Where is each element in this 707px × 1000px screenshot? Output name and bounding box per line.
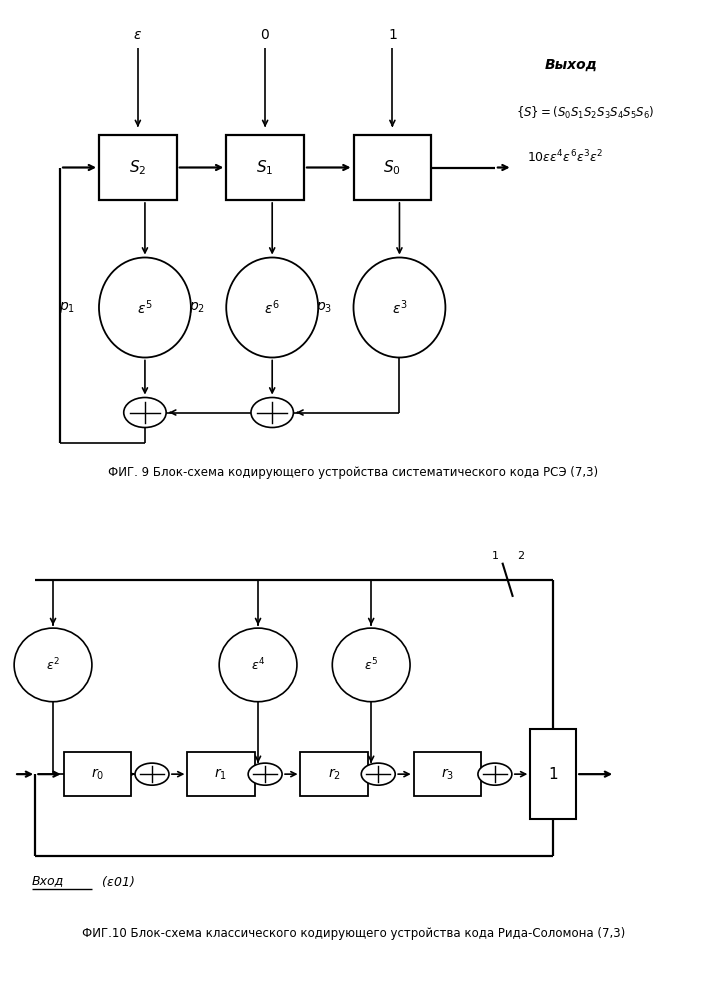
Bar bbox=[226, 135, 304, 200]
Ellipse shape bbox=[332, 628, 410, 702]
Circle shape bbox=[251, 397, 293, 428]
Text: Выход: Выход bbox=[544, 58, 597, 72]
Text: $S_0$: $S_0$ bbox=[383, 158, 402, 177]
Bar bbox=[64, 752, 131, 796]
Text: $0$: $0$ bbox=[260, 28, 270, 42]
Text: $S_2$: $S_2$ bbox=[129, 158, 146, 177]
Text: ФИГ.10 Блок-схема классического кодирующего устройства кода Рида-Соломона (7,3): ФИГ.10 Блок-схема классического кодирующ… bbox=[82, 928, 625, 940]
Text: Вход: Вход bbox=[32, 875, 64, 888]
Ellipse shape bbox=[14, 628, 92, 702]
Text: 2: 2 bbox=[517, 551, 524, 561]
Circle shape bbox=[361, 763, 395, 785]
Text: $\varepsilon^2$: $\varepsilon^2$ bbox=[46, 657, 60, 673]
Ellipse shape bbox=[219, 628, 297, 702]
Text: $1$: $1$ bbox=[387, 28, 397, 42]
Bar bbox=[187, 752, 255, 796]
Text: $p_1$: $p_1$ bbox=[59, 300, 75, 315]
Text: $r_0$: $r_0$ bbox=[90, 766, 104, 782]
Text: $\varepsilon^4$: $\varepsilon^4$ bbox=[251, 657, 265, 673]
Text: $r_1$: $r_1$ bbox=[214, 766, 228, 782]
Text: $r_2$: $r_2$ bbox=[327, 766, 341, 782]
Circle shape bbox=[478, 763, 512, 785]
Text: $r_3$: $r_3$ bbox=[440, 766, 454, 782]
Text: $\varepsilon^3$: $\varepsilon^3$ bbox=[392, 298, 407, 317]
Ellipse shape bbox=[354, 257, 445, 358]
Bar bbox=[354, 135, 431, 200]
Bar bbox=[414, 752, 481, 796]
Text: $\varepsilon^6$: $\varepsilon^6$ bbox=[264, 298, 280, 317]
Ellipse shape bbox=[99, 257, 191, 358]
Text: ($\varepsilon$01): ($\varepsilon$01) bbox=[98, 874, 135, 889]
Bar bbox=[530, 729, 576, 819]
Text: 1: 1 bbox=[491, 551, 498, 561]
Circle shape bbox=[124, 397, 166, 428]
Text: $\varepsilon$: $\varepsilon$ bbox=[134, 28, 142, 42]
Text: ФИГ. 9 Блок-схема кодирующего устройства систематического кода РСЭ (7,3): ФИГ. 9 Блок-схема кодирующего устройства… bbox=[108, 466, 599, 479]
Text: $10\varepsilon\varepsilon^4\varepsilon^6\varepsilon^3\varepsilon^2$: $10\varepsilon\varepsilon^4\varepsilon^6… bbox=[527, 149, 603, 166]
Text: $\varepsilon^5$: $\varepsilon^5$ bbox=[137, 298, 153, 317]
Text: $p_2$: $p_2$ bbox=[189, 300, 204, 315]
Ellipse shape bbox=[226, 257, 318, 358]
Circle shape bbox=[135, 763, 169, 785]
Text: $\varepsilon^5$: $\varepsilon^5$ bbox=[364, 657, 378, 673]
Text: $p_3$: $p_3$ bbox=[316, 300, 332, 315]
Text: $S_1$: $S_1$ bbox=[257, 158, 274, 177]
Circle shape bbox=[248, 763, 282, 785]
Bar bbox=[300, 752, 368, 796]
Bar bbox=[99, 135, 177, 200]
Text: $\{S\} = (S_0S_1S_2S_3S_4S_5S_6)$: $\{S\} = (S_0S_1S_2S_3S_4S_5S_6)$ bbox=[516, 104, 655, 121]
Text: 1: 1 bbox=[549, 767, 558, 782]
